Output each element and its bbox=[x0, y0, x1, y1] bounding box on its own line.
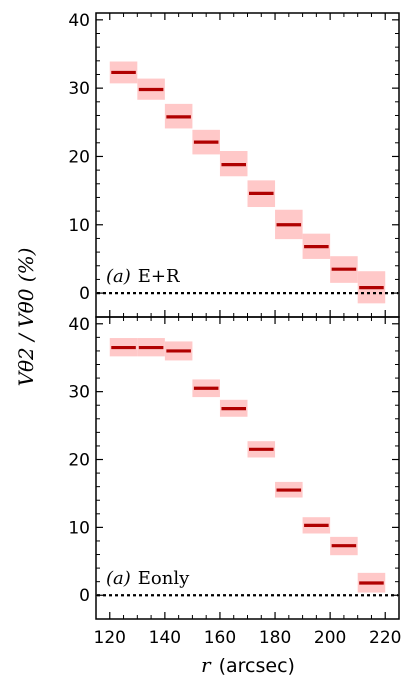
y-tick-label: 30 bbox=[68, 79, 90, 99]
x-tick-label: 200 bbox=[314, 628, 346, 648]
x-tick-label: 120 bbox=[94, 628, 126, 648]
x-axis-ticks bbox=[109, 317, 386, 619]
y-tick-label: 0 bbox=[79, 586, 90, 606]
panel-label-text: E+R bbox=[138, 266, 180, 287]
x-tick-label: 220 bbox=[369, 628, 401, 648]
panel-label-prefix: (a) bbox=[106, 266, 131, 287]
bar-value-group bbox=[111, 345, 384, 585]
panel-label-text: Eonly bbox=[138, 568, 190, 589]
y-axis-title: Vθ2 / Vθ0 (%) bbox=[14, 248, 38, 387]
x-tick-labels: 120 140 160 180 200 220 bbox=[94, 628, 402, 648]
x-tick-label: 140 bbox=[149, 628, 181, 648]
y-tick-label: 40 bbox=[68, 11, 90, 31]
panel-eonly: 0 10 20 30 40 (a) Eonly bbox=[68, 315, 400, 620]
y-axis-ticks: 0 10 20 30 40 bbox=[68, 11, 399, 304]
panel-label: (a) E+R bbox=[106, 266, 180, 287]
panel-e-plus-r: 0 10 20 30 40 (a) E+R bbox=[68, 11, 400, 318]
panel-label: (a) Eonly bbox=[106, 568, 190, 589]
y-tick-label: 30 bbox=[68, 383, 90, 403]
y-tick-label: 20 bbox=[68, 147, 90, 167]
y-axis-ticks: 0 10 20 30 40 bbox=[68, 315, 399, 606]
y-tick-label: 10 bbox=[68, 216, 90, 236]
x-axis-title: r (arcsec) bbox=[201, 653, 295, 677]
panel-label-prefix: (a) bbox=[106, 568, 131, 589]
error-band-group bbox=[109, 338, 386, 593]
x-axis-unit: (arcsec) bbox=[219, 655, 295, 677]
x-axis-variable: r bbox=[201, 653, 212, 677]
y-tick-label: 10 bbox=[68, 518, 90, 538]
y-tick-label: 20 bbox=[68, 451, 90, 471]
y-tick-label: 0 bbox=[79, 284, 90, 304]
x-tick-label: 160 bbox=[204, 628, 236, 648]
x-axis-ticks bbox=[109, 13, 386, 317]
y-tick-label: 40 bbox=[68, 315, 90, 335]
bar-value-group bbox=[111, 70, 384, 290]
x-tick-label: 180 bbox=[259, 628, 291, 648]
